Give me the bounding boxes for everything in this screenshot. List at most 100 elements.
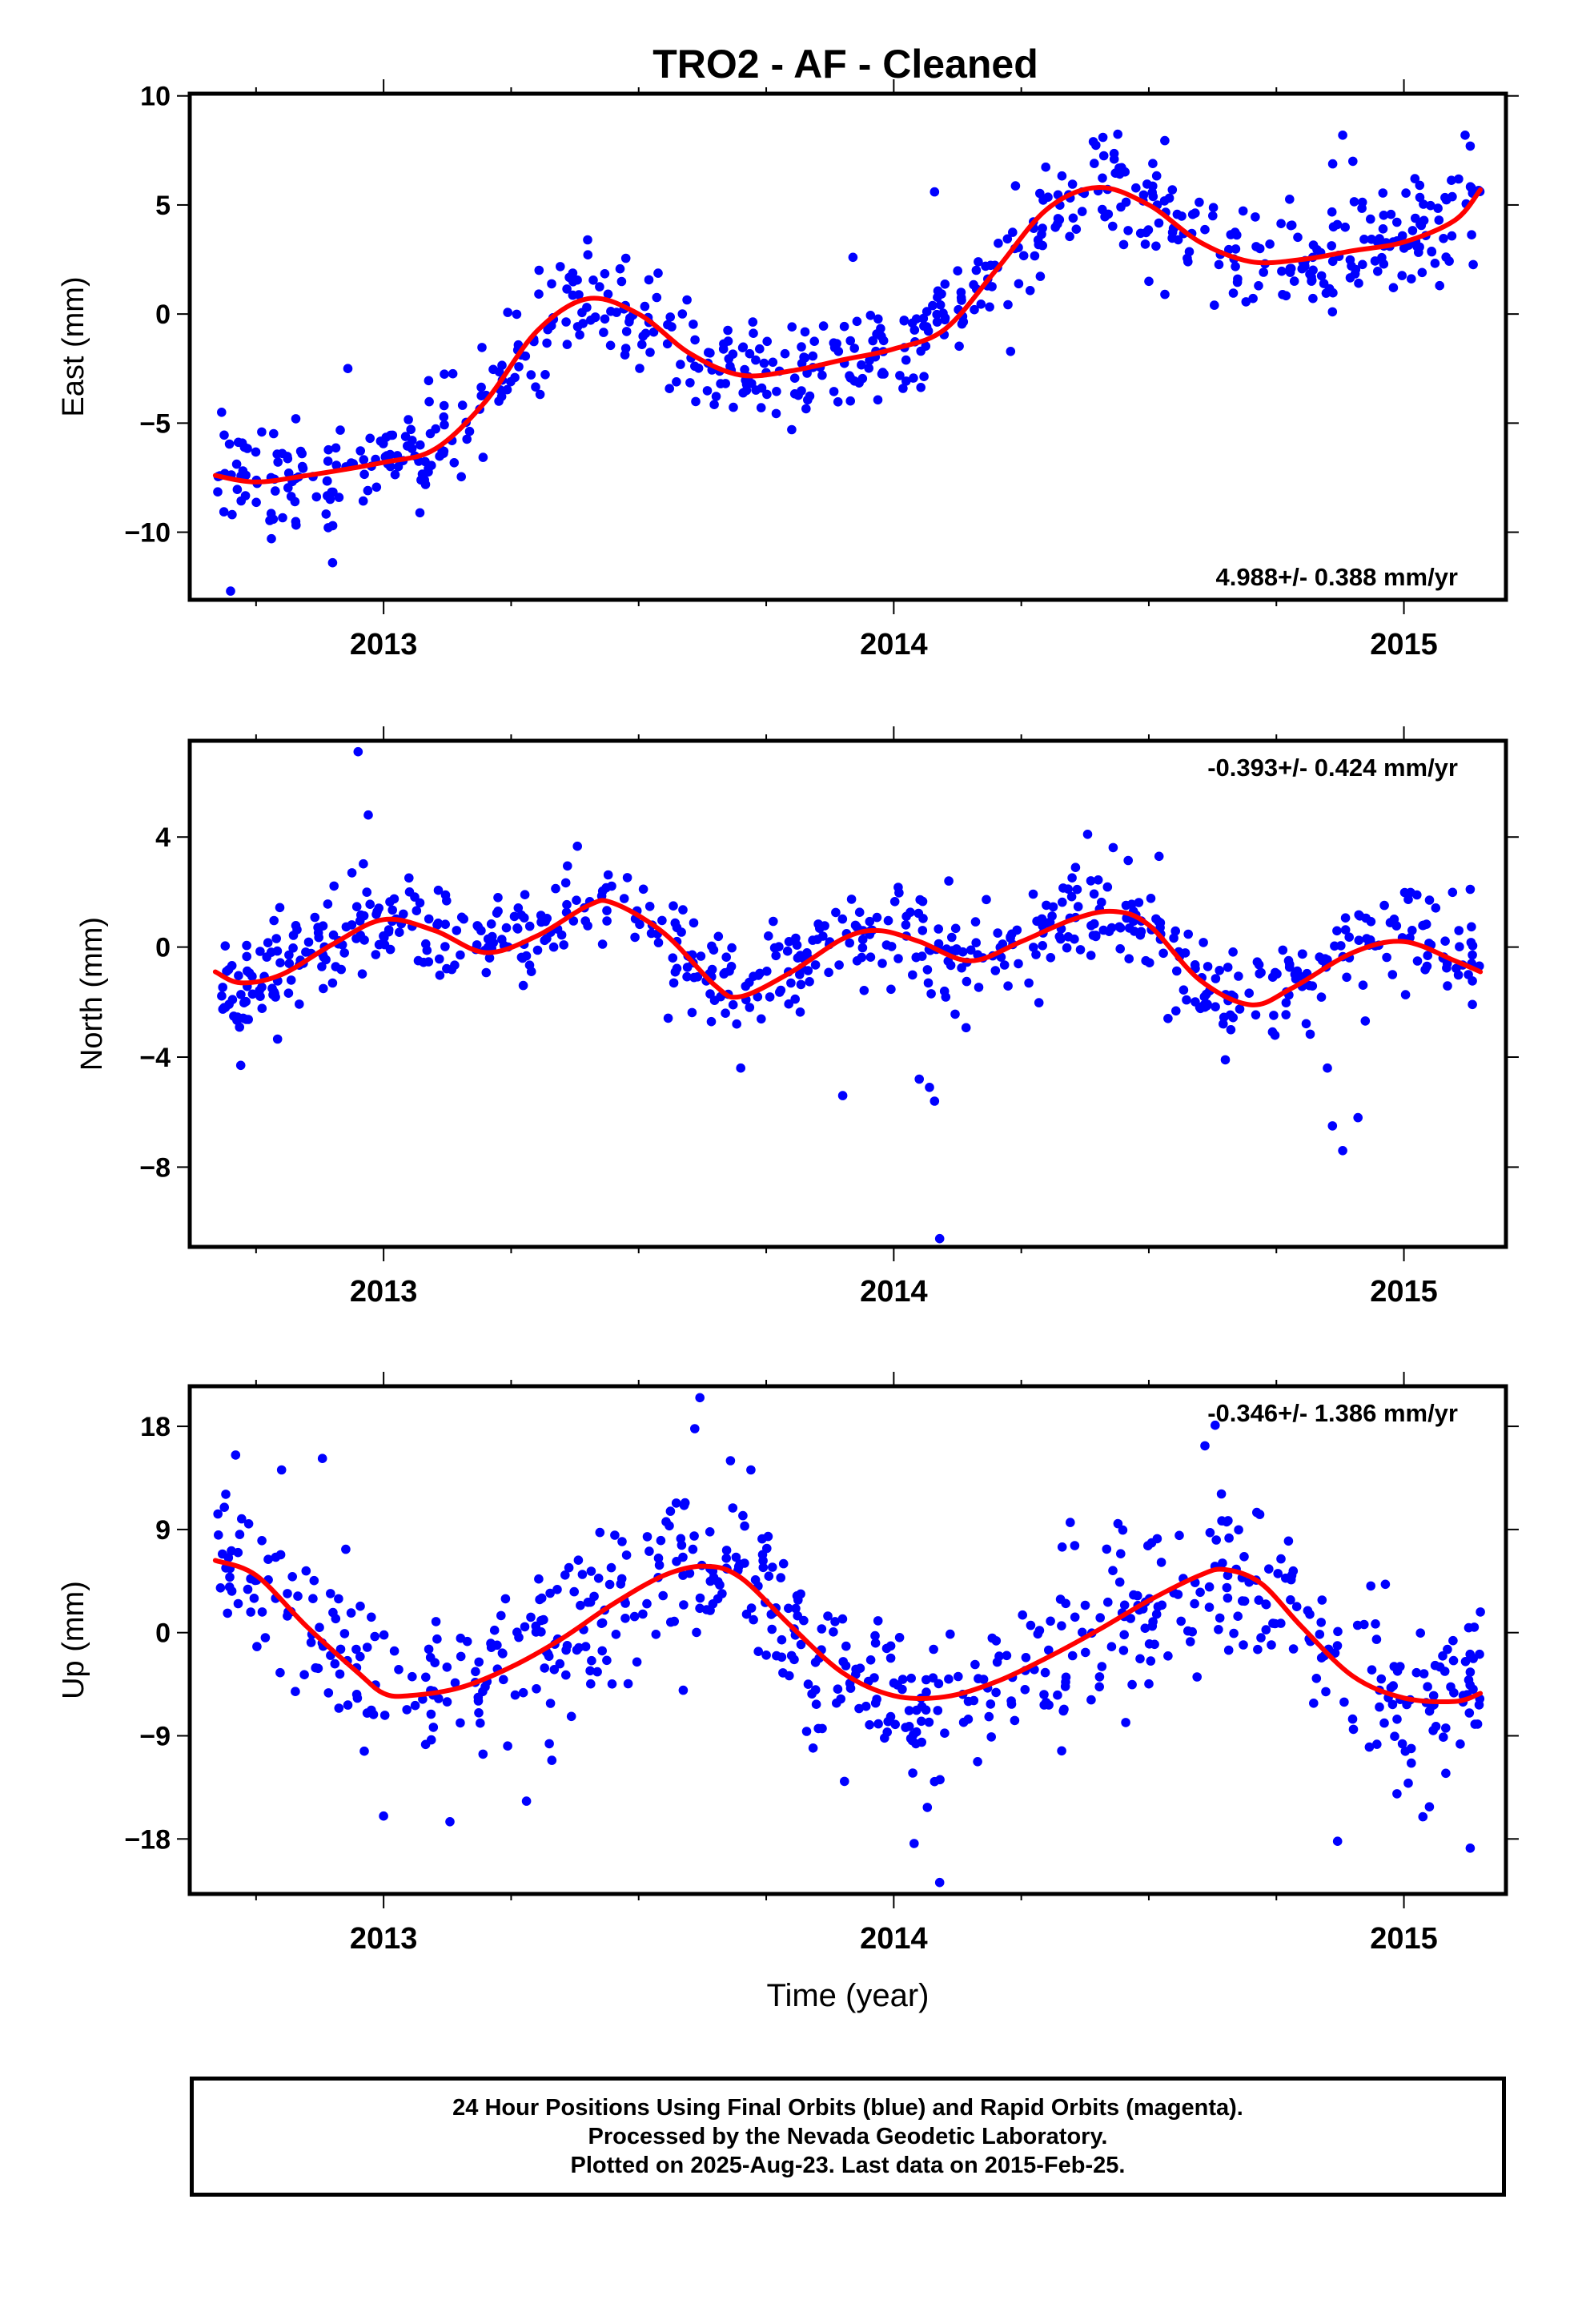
data-point — [808, 1743, 818, 1753]
data-point — [831, 907, 841, 918]
data-point — [1283, 1536, 1294, 1546]
data-point — [309, 1575, 319, 1586]
data-point — [1330, 1648, 1340, 1658]
data-point — [323, 476, 332, 486]
data-point — [653, 268, 663, 278]
data-point — [1316, 1618, 1326, 1627]
data-point — [1288, 1566, 1299, 1576]
data-point — [751, 355, 761, 365]
data-point — [691, 396, 701, 407]
data-point — [445, 1817, 455, 1827]
data-point — [1361, 913, 1371, 923]
data-point — [678, 1685, 689, 1695]
data-point — [331, 460, 342, 470]
data-point — [705, 348, 715, 358]
seasonal-fit-line — [212, 898, 1484, 1007]
data-point — [383, 925, 394, 935]
data-point — [275, 1667, 285, 1678]
data-point — [1439, 234, 1448, 243]
data-point — [224, 439, 235, 449]
data-point — [1375, 1702, 1384, 1712]
data-point — [269, 915, 279, 926]
data-point — [1454, 174, 1464, 184]
data-point — [1424, 1802, 1435, 1811]
data-point — [1248, 293, 1258, 304]
data-point — [255, 991, 265, 1001]
data-point — [921, 1705, 931, 1715]
data-point — [885, 1653, 896, 1663]
data-point — [520, 1622, 530, 1632]
data-point — [1286, 1574, 1296, 1585]
data-point — [916, 346, 926, 356]
data-point — [385, 944, 396, 955]
data-point — [758, 1562, 769, 1573]
data-point — [1223, 963, 1233, 972]
data-point — [685, 378, 695, 388]
data-point — [717, 1589, 727, 1598]
data-point — [1065, 231, 1074, 242]
data-point — [762, 967, 772, 976]
data-point — [799, 352, 809, 362]
data-point — [379, 1811, 388, 1821]
data-point — [481, 967, 492, 978]
data-point — [1411, 1667, 1422, 1678]
data-point — [317, 1454, 327, 1463]
data-point — [1476, 1607, 1485, 1617]
data-point — [543, 1649, 553, 1659]
data-point — [1075, 945, 1086, 955]
data-point — [379, 931, 388, 941]
data-point — [1158, 948, 1168, 959]
data-point — [323, 899, 333, 909]
data-point — [359, 469, 369, 480]
data-point — [1364, 1742, 1375, 1752]
data-point — [1116, 1549, 1126, 1558]
data-point — [269, 428, 279, 439]
data-point — [709, 1573, 719, 1582]
data-point — [801, 404, 811, 414]
data-point — [229, 1011, 239, 1021]
data-point — [620, 1614, 630, 1623]
data-point — [315, 1622, 324, 1632]
y-tick-label: −5 — [139, 408, 171, 439]
data-point — [363, 485, 373, 496]
data-point — [1178, 985, 1189, 995]
data-point — [1070, 1612, 1080, 1622]
data-point — [367, 1612, 376, 1622]
data-point — [560, 1570, 570, 1580]
data-point — [595, 282, 604, 292]
data-point — [833, 397, 843, 407]
data-point — [909, 373, 918, 383]
data-point — [284, 950, 294, 960]
data-point — [994, 1651, 1004, 1661]
data-point — [741, 981, 751, 991]
data-point — [1126, 1614, 1135, 1623]
data-point — [644, 1546, 654, 1556]
data-point — [771, 951, 781, 961]
data-point — [583, 250, 593, 260]
data-point — [219, 430, 229, 440]
data-point — [1184, 247, 1195, 257]
data-point — [1214, 1625, 1223, 1634]
data-point — [456, 472, 466, 482]
data-point — [961, 1023, 971, 1033]
data-point — [868, 336, 877, 346]
data-point — [599, 328, 608, 337]
data-point — [922, 1803, 933, 1812]
data-point — [669, 901, 678, 911]
data-point — [1270, 1030, 1280, 1040]
data-point — [431, 1617, 441, 1626]
data-point — [1066, 891, 1077, 902]
data-point — [837, 914, 848, 924]
data-point — [658, 1590, 668, 1601]
data-point — [901, 355, 911, 365]
data-point — [516, 952, 527, 963]
data-point — [1253, 1644, 1263, 1655]
data-point — [841, 1661, 851, 1671]
data-point — [778, 1558, 789, 1569]
data-point — [1447, 175, 1456, 185]
data-point — [283, 483, 293, 493]
data-point — [661, 1517, 671, 1526]
data-point — [1200, 1441, 1210, 1451]
data-point — [642, 1598, 652, 1609]
data-point — [327, 978, 338, 988]
